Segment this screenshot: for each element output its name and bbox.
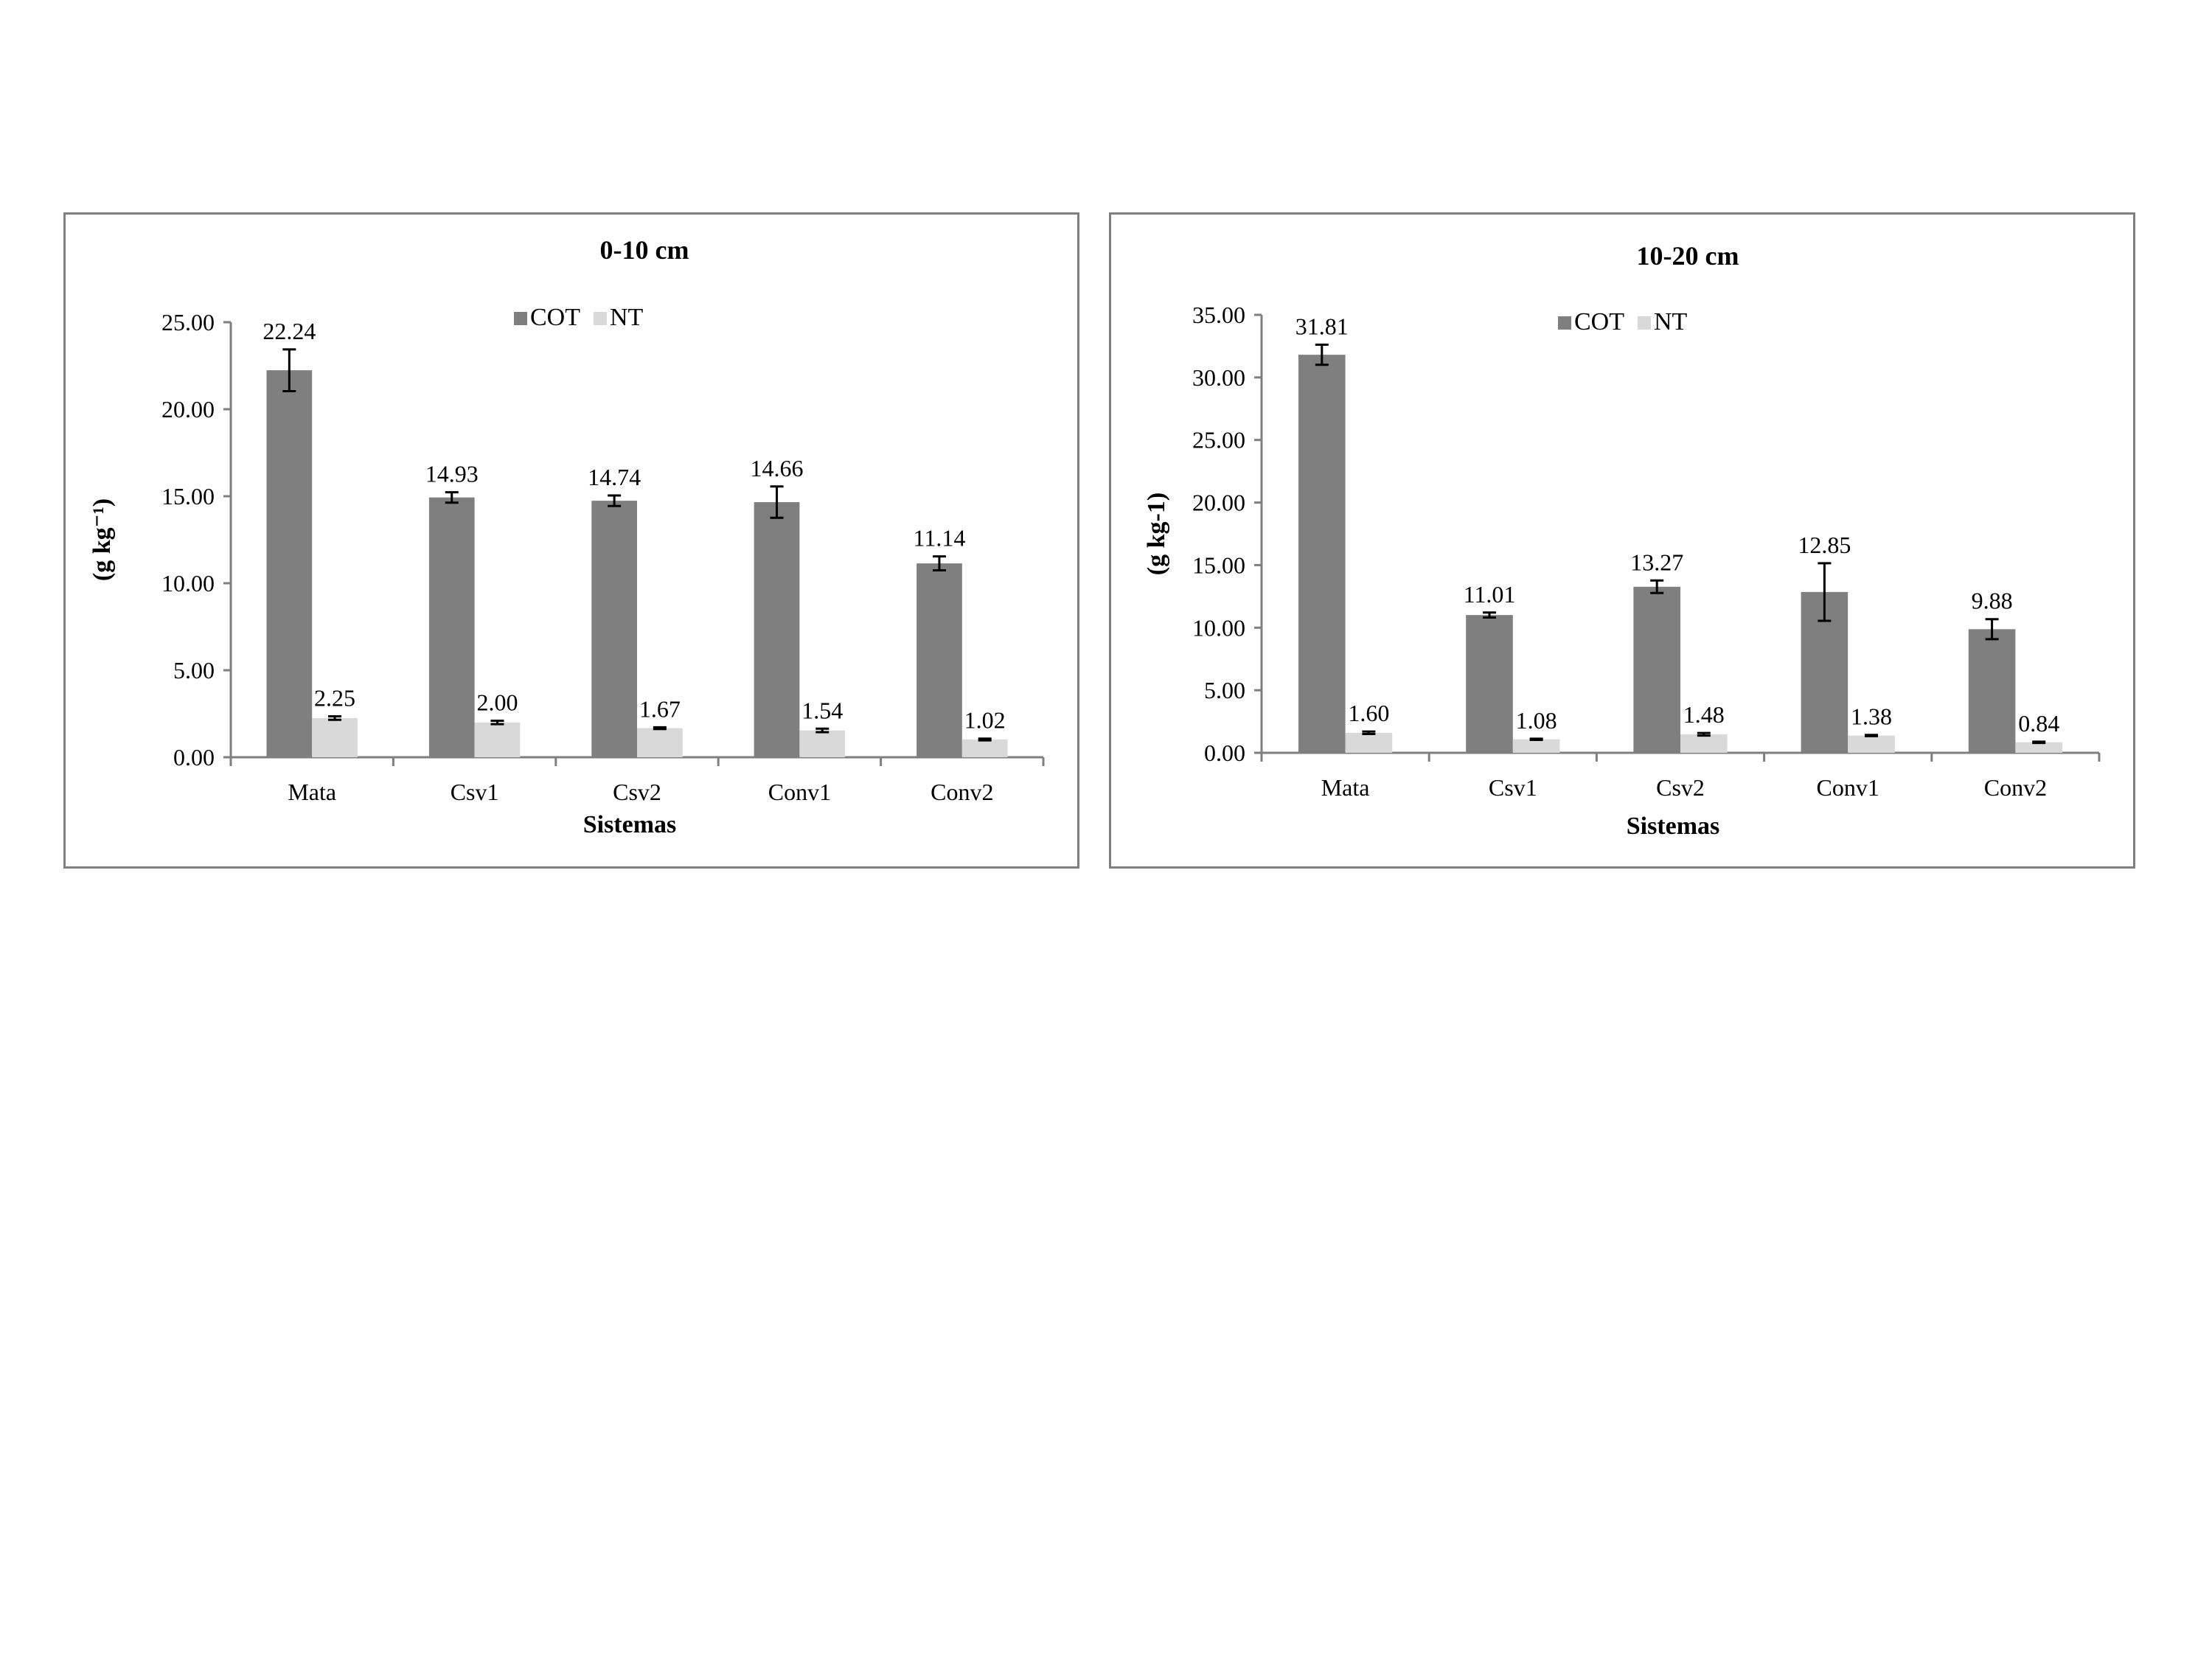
y-tick-label: 30.00 <box>1192 364 1245 391</box>
y-tick-label: 10.00 <box>161 570 215 597</box>
x-tick-label: Csv2 <box>613 779 661 805</box>
data-label-cot: 12.85 <box>1798 532 1851 558</box>
y-tick-label: 20.00 <box>161 396 215 422</box>
bar-cot <box>754 502 800 757</box>
data-label-nt: 1.08 <box>1516 707 1557 734</box>
legend-swatch-nt <box>594 312 607 325</box>
data-label-cot: 13.27 <box>1630 549 1683 575</box>
x-tick-label: Conv2 <box>1984 774 2047 801</box>
legend-swatch-cot <box>514 312 527 325</box>
legend-label-nt: NT <box>1654 308 1688 335</box>
bar-cot <box>1298 355 1346 753</box>
bar-nt <box>1680 734 1728 753</box>
y-axis-title: (g kg⁻¹) <box>88 498 116 581</box>
y-tick-label: 35.00 <box>1192 302 1245 328</box>
x-tick-label: Conv2 <box>931 779 993 805</box>
bar-nt <box>961 739 1008 757</box>
y-tick-label: 25.00 <box>1192 427 1245 453</box>
data-label-nt: 1.48 <box>1683 701 1725 728</box>
bar-nt <box>474 722 521 757</box>
y-tick-label: 20.00 <box>1192 490 1245 516</box>
bar-cot <box>1968 629 2016 753</box>
y-tick-label: 5.00 <box>173 657 215 684</box>
legend-label-nt: NT <box>610 304 644 331</box>
legend-swatch-nt <box>1638 316 1651 330</box>
bar-nt <box>1512 739 1560 753</box>
chart-panel-0-10cm: 0-10 cm 0.00 5.00 10.00 15.00 20.00 25.00 Mata C… <box>63 212 1079 869</box>
legend-swatch-cot <box>1558 316 1571 330</box>
data-label-cot: 14.74 <box>588 464 641 490</box>
data-label-nt: 1.02 <box>964 707 1006 734</box>
legend-label-cot: COT <box>530 304 580 331</box>
chart-10-20cm: 10-20 cm 0.00 5.00 10.00 15.00 20.00 25.00 30.0… <box>1143 241 2101 840</box>
data-label-cot: 11.01 <box>1464 581 1516 608</box>
y-tick-label: 5.00 <box>1204 677 1245 703</box>
data-label-cot: 22.24 <box>262 318 316 344</box>
chart-title: 10-20 cm <box>1637 241 1739 271</box>
bar-nt <box>1848 735 1895 753</box>
data-label-nt: 1.67 <box>639 695 681 722</box>
data-label-nt: 2.25 <box>314 685 355 712</box>
x-tick-label: Mata <box>1321 774 1370 801</box>
x-tick-label: Csv1 <box>451 779 499 805</box>
data-label-cot: 14.66 <box>751 455 804 481</box>
x-tick-label: Csv1 <box>1489 774 1537 801</box>
data-label-nt: 1.60 <box>1348 700 1389 726</box>
bar-nt <box>799 730 846 757</box>
chart-panel-10-20cm: 10-20 cm 0.00 5.00 10.00 15.00 20.00 25.00 30.0… <box>1109 212 2135 869</box>
bar-cot <box>266 370 313 757</box>
bar-nt <box>637 728 683 757</box>
y-tick-label: 15.00 <box>161 483 215 509</box>
data-label-cot: 14.93 <box>425 461 479 487</box>
data-label-nt: 2.00 <box>476 689 518 715</box>
bar-nt <box>312 717 358 757</box>
y-tick-label: 25.00 <box>161 309 215 335</box>
x-tick-label: Conv1 <box>768 779 831 805</box>
x-tick-label: Mata <box>288 779 336 805</box>
x-tick-label: Csv2 <box>1656 774 1705 801</box>
data-label-cot: 9.88 <box>1972 588 2013 614</box>
bar-nt <box>1345 732 1393 753</box>
bar-cot <box>917 563 962 757</box>
chart-title: 0-10 cm <box>600 235 689 265</box>
bar-cot <box>1466 615 1513 753</box>
y-tick-label: 15.00 <box>1192 552 1245 578</box>
x-axis-title: Sistemas <box>583 811 677 838</box>
bar-cot <box>1633 586 1680 753</box>
y-tick-label: 0.00 <box>1204 740 1245 766</box>
y-tick-label: 0.00 <box>173 744 215 771</box>
data-label-cot: 11.14 <box>914 525 966 552</box>
y-axis-title: (g kg-1) <box>1143 493 1170 575</box>
x-axis-title: Sistemas <box>1627 813 1720 840</box>
bar-cot <box>428 497 475 757</box>
data-label-nt: 1.54 <box>801 697 843 723</box>
x-tick-label: Conv1 <box>1817 774 1879 801</box>
data-label-nt: 1.38 <box>1851 703 1892 730</box>
bar-cot <box>591 501 637 757</box>
bar-nt <box>2015 742 2063 753</box>
chart-0-10cm: 0-10 cm 0.00 5.00 10.00 15.00 20.00 25.00 Mata C… <box>88 235 1045 838</box>
data-label-nt: 0.84 <box>2018 710 2059 737</box>
data-label-cot: 31.81 <box>1295 313 1349 340</box>
y-tick-label: 10.00 <box>1192 614 1245 641</box>
legend-label-cot: COT <box>1574 308 1624 335</box>
